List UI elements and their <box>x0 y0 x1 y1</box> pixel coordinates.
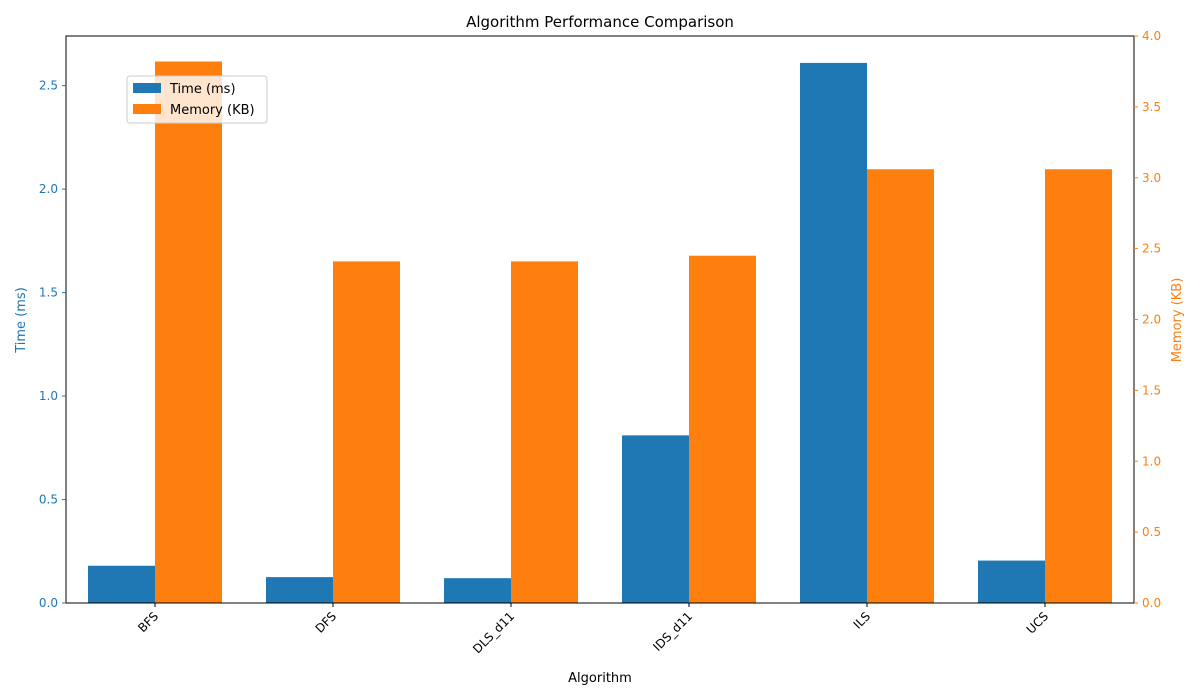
x-tick-label: DFS <box>313 609 340 636</box>
right-y-axis: 0.0 0.5 1.0 1.5 2.0 2.5 3.0 3.5 4.0 <box>1134 29 1161 610</box>
bar-time-dls-d11 <box>444 578 511 603</box>
bar-memory-ils <box>867 169 934 603</box>
right-y-axis-title: Memory (KB) <box>1170 278 1185 363</box>
left-y-tick-label: 0.5 <box>39 493 58 507</box>
x-tick-label: UCS <box>1024 609 1051 636</box>
bar-time-ils <box>800 62 867 603</box>
bar-memory-ids-d11 <box>689 255 756 603</box>
left-y-axis: 0.0 0.5 1.0 1.5 2.0 2.5 <box>39 79 66 610</box>
left-y-tick-label: 2.5 <box>39 79 58 93</box>
left-y-tick-label: 1.5 <box>39 286 58 300</box>
legend-box <box>126 75 268 124</box>
x-axis-title: Algorithm <box>568 671 632 686</box>
left-y-tick-label: 2.0 <box>39 182 58 196</box>
left-y-tick-label: 0.0 <box>39 596 58 610</box>
right-y-tick-label: 4.0 <box>1142 29 1161 43</box>
legend-swatch-time <box>133 83 161 93</box>
bar-memory-dfs <box>333 261 400 603</box>
bar-time-ucs <box>978 560 1045 603</box>
legend-label-memory: Memory (KB) <box>170 103 255 118</box>
bar-time-ids-d11 <box>622 435 689 603</box>
right-y-tick-label: 2.5 <box>1142 242 1161 256</box>
right-y-tick-label: 1.0 <box>1142 454 1161 468</box>
x-tick-label: DLS_d11 <box>470 609 517 656</box>
right-y-tick-label: 3.0 <box>1142 171 1161 185</box>
legend-label-time: Time (ms) <box>169 82 236 97</box>
right-y-tick-label: 0.0 <box>1142 596 1161 610</box>
bars-layer <box>88 61 1112 603</box>
right-y-tick-label: 2.0 <box>1142 313 1161 327</box>
x-tick-label: IDS_d11 <box>650 609 695 654</box>
x-axis: BFS DFS DLS_d11 IDS_d11 ILS UCS <box>135 603 1051 656</box>
left-y-axis-title: Time (ms) <box>14 287 29 354</box>
bar-time-dfs <box>266 577 333 603</box>
legend-swatch-memory <box>133 104 161 114</box>
bar-memory-bfs <box>155 61 222 603</box>
right-y-tick-label: 3.5 <box>1142 100 1161 114</box>
legend: Time (ms) Memory (KB) <box>126 75 268 124</box>
bar-memory-dls-d11 <box>511 261 578 603</box>
chart-title: Algorithm Performance Comparison <box>466 13 734 31</box>
right-y-tick-label: 1.5 <box>1142 383 1161 397</box>
bar-memory-ucs <box>1045 169 1112 603</box>
x-tick-label: ILS <box>851 609 874 632</box>
left-y-tick-label: 1.0 <box>39 389 58 403</box>
bar-time-bfs <box>88 565 155 603</box>
x-tick-label: BFS <box>135 609 161 635</box>
right-y-tick-label: 0.5 <box>1142 525 1161 539</box>
